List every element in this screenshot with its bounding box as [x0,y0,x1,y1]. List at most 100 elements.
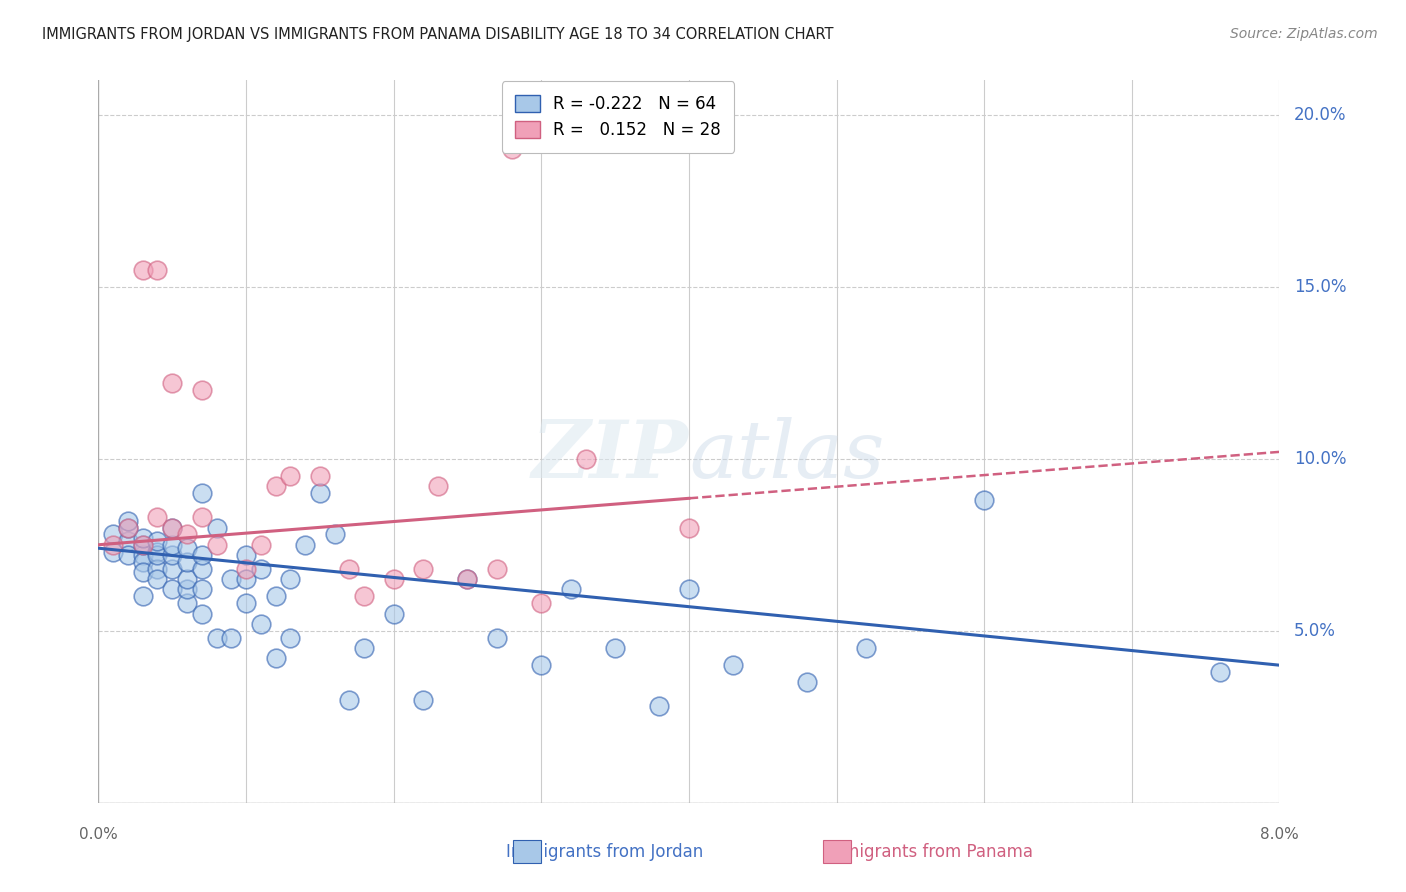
Point [235,548,257,562]
Text: Source: ZipAtlas.com: Source: ZipAtlas.com [1230,27,1378,41]
Point [501,142,523,156]
Point [457,572,479,586]
Point [191,548,214,562]
Point [412,692,434,706]
Point [132,566,155,580]
Point [205,520,228,534]
Point [973,493,995,508]
Point [250,538,273,552]
Point [132,538,155,552]
Point [117,534,139,549]
Point [855,640,877,655]
Point [353,590,375,604]
Point [235,562,257,576]
Point [648,699,671,714]
Point [132,548,155,562]
Text: Immigrants from Panama: Immigrants from Panama [823,843,1033,861]
Point [235,572,257,586]
Point [382,607,405,621]
Point [176,596,198,610]
Point [264,590,287,604]
Text: ZIP: ZIP [531,417,689,495]
Point [678,582,700,597]
Point [264,479,287,493]
Point [309,469,332,483]
Point [294,538,316,552]
Text: atlas: atlas [689,417,884,495]
Point [146,262,169,277]
Point [457,572,479,586]
Point [191,582,214,597]
Point [162,538,183,552]
Text: 0.0%: 0.0% [79,827,118,842]
Point [280,631,302,645]
Point [530,596,553,610]
Point [250,616,273,631]
Point [176,541,198,556]
Point [796,675,818,690]
Point [132,555,155,569]
Point [427,479,450,493]
Point [162,548,183,562]
Text: Immigrants from Jordan: Immigrants from Jordan [506,843,703,861]
Text: 5.0%: 5.0% [1295,622,1336,640]
Point [221,572,243,586]
Point [605,640,627,655]
Point [117,548,139,562]
Point [191,486,214,500]
Point [250,562,273,576]
Legend: R = -0.222   N = 64, R =   0.152   N = 28: R = -0.222 N = 64, R = 0.152 N = 28 [502,81,734,153]
Point [176,555,198,569]
Point [117,520,139,534]
Point [146,544,169,558]
Point [221,631,243,645]
Point [339,562,361,576]
Point [575,451,598,466]
Point [117,514,139,528]
Point [382,572,405,586]
Point [191,383,214,397]
Point [235,596,257,610]
Point [205,538,228,552]
Point [176,582,198,597]
Point [486,631,509,645]
Point [146,534,169,549]
Point [486,562,509,576]
Point [280,469,302,483]
Point [191,562,214,576]
Point [723,658,745,673]
Point [162,520,183,534]
Point [530,658,553,673]
Point [205,631,228,645]
Point [146,548,169,562]
Point [132,531,155,545]
Point [1209,665,1232,679]
Point [309,486,332,500]
Point [103,527,125,541]
Text: 8.0%: 8.0% [1260,827,1299,842]
Text: 20.0%: 20.0% [1295,105,1347,124]
Point [103,544,125,558]
Point [264,651,287,665]
Text: 10.0%: 10.0% [1295,450,1347,467]
Point [162,582,183,597]
Point [560,582,582,597]
Point [146,572,169,586]
Point [117,520,139,534]
Point [162,520,183,534]
Point [280,572,302,586]
Point [132,538,155,552]
Point [176,572,198,586]
Point [103,538,125,552]
Point [146,562,169,576]
Point [191,607,214,621]
Point [162,562,183,576]
Text: IMMIGRANTS FROM JORDAN VS IMMIGRANTS FROM PANAMA DISABILITY AGE 18 TO 34 CORRELA: IMMIGRANTS FROM JORDAN VS IMMIGRANTS FRO… [42,27,834,42]
Point [412,562,434,576]
Point [146,510,169,524]
Point [339,692,361,706]
Point [132,262,155,277]
Point [132,590,155,604]
Point [176,527,198,541]
Point [162,376,183,390]
